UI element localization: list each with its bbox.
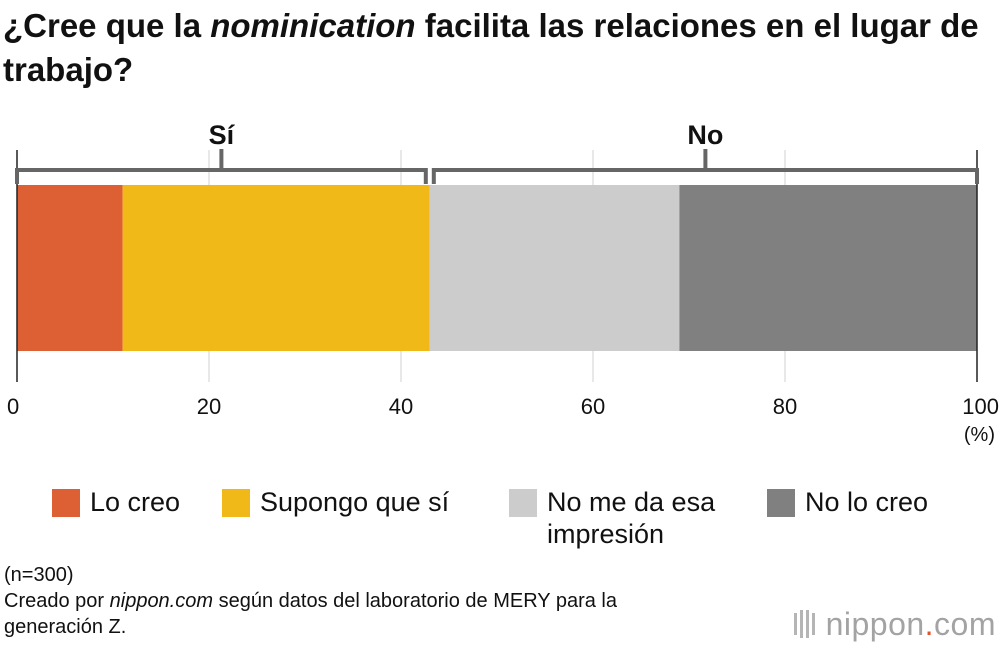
source-note-line-2: generación Z. bbox=[4, 616, 127, 638]
legend-swatch-no-lo-creo bbox=[767, 489, 795, 517]
x-tick-label-20: 20 bbox=[197, 394, 221, 419]
legend-swatch-no-me-da-esa-impresion bbox=[509, 489, 537, 517]
group-label-2: No bbox=[687, 120, 723, 150]
bar-segment-4 bbox=[679, 185, 977, 351]
legend-label-no-me-da-esa-impresion: No me da esa impresión bbox=[547, 486, 715, 550]
group-label-1: Sí bbox=[209, 120, 236, 150]
bar-segment-2 bbox=[122, 185, 430, 351]
title-italic-term: nominication bbox=[210, 7, 416, 44]
x-tick-label-100: 100 bbox=[962, 394, 999, 419]
legend-label-lo-creo: Lo creo bbox=[90, 487, 181, 517]
brand-wordmark: nippon.com bbox=[826, 606, 996, 643]
brand-dot: . bbox=[924, 605, 935, 642]
legend-item-lo-creo: Lo creo bbox=[52, 486, 180, 518]
legend-swatch-supongo-que-si bbox=[222, 489, 250, 517]
chart-title: ¿Cree que la nominication facilita las r… bbox=[3, 4, 993, 92]
chart-legend: Lo creo Supongo que sí No me da esa impre… bbox=[0, 486, 1000, 556]
chart-footer: (n=300) Creado por nippon.com según dato… bbox=[4, 562, 617, 640]
brand-name: nippon bbox=[825, 605, 925, 642]
bar-segment-1 bbox=[17, 185, 123, 351]
title-text-start: ¿Cree que la bbox=[3, 7, 211, 44]
legend-label-no-lo-creo: No lo creo bbox=[805, 487, 929, 517]
legend-swatch-lo-creo bbox=[52, 489, 80, 517]
legend-label-line-1: No me da esa bbox=[547, 487, 716, 517]
nippon-com-logo: nippon.com bbox=[792, 604, 996, 644]
source-site-name: nippon.com bbox=[109, 590, 214, 612]
source-text-start: Creado por bbox=[4, 590, 110, 612]
group-bracket-1 bbox=[15, 168, 428, 184]
bar-segment-3 bbox=[429, 185, 680, 351]
title-text-end: facilita las relaciones en el lugar de t… bbox=[3, 7, 979, 88]
x-tick-label-80: 80 bbox=[773, 394, 797, 419]
x-tick-label-60: 60 bbox=[581, 394, 605, 419]
brand-tld: com bbox=[934, 605, 996, 642]
x-axis-unit-label: (%) bbox=[964, 424, 995, 446]
sample-size-note: (n=300) bbox=[4, 564, 74, 586]
legend-item-supongo-que-si: Supongo que sí bbox=[222, 486, 449, 518]
legend-label-supongo-que-si: Supongo que sí bbox=[260, 487, 450, 517]
source-text-end: según datos del laboratorio de MERY para… bbox=[213, 590, 617, 612]
x-tick-label-0: 0 bbox=[7, 394, 19, 419]
source-note-line-1: Creado por nippon.com según datos del la… bbox=[4, 588, 617, 614]
legend-label-line-2: impresión bbox=[547, 519, 665, 549]
legend-item-no-me-da-esa-impresion: No me da esa impresión bbox=[509, 486, 715, 550]
legend-item-no-lo-creo: No lo creo bbox=[767, 486, 928, 518]
group-bracket-2 bbox=[431, 168, 979, 184]
x-tick-label-40: 40 bbox=[389, 394, 413, 419]
brand-mark-icon bbox=[793, 610, 815, 638]
stacked-bar-chart: 0 20 40 60 80 100 (%) Sí No bbox=[7, 120, 999, 446]
